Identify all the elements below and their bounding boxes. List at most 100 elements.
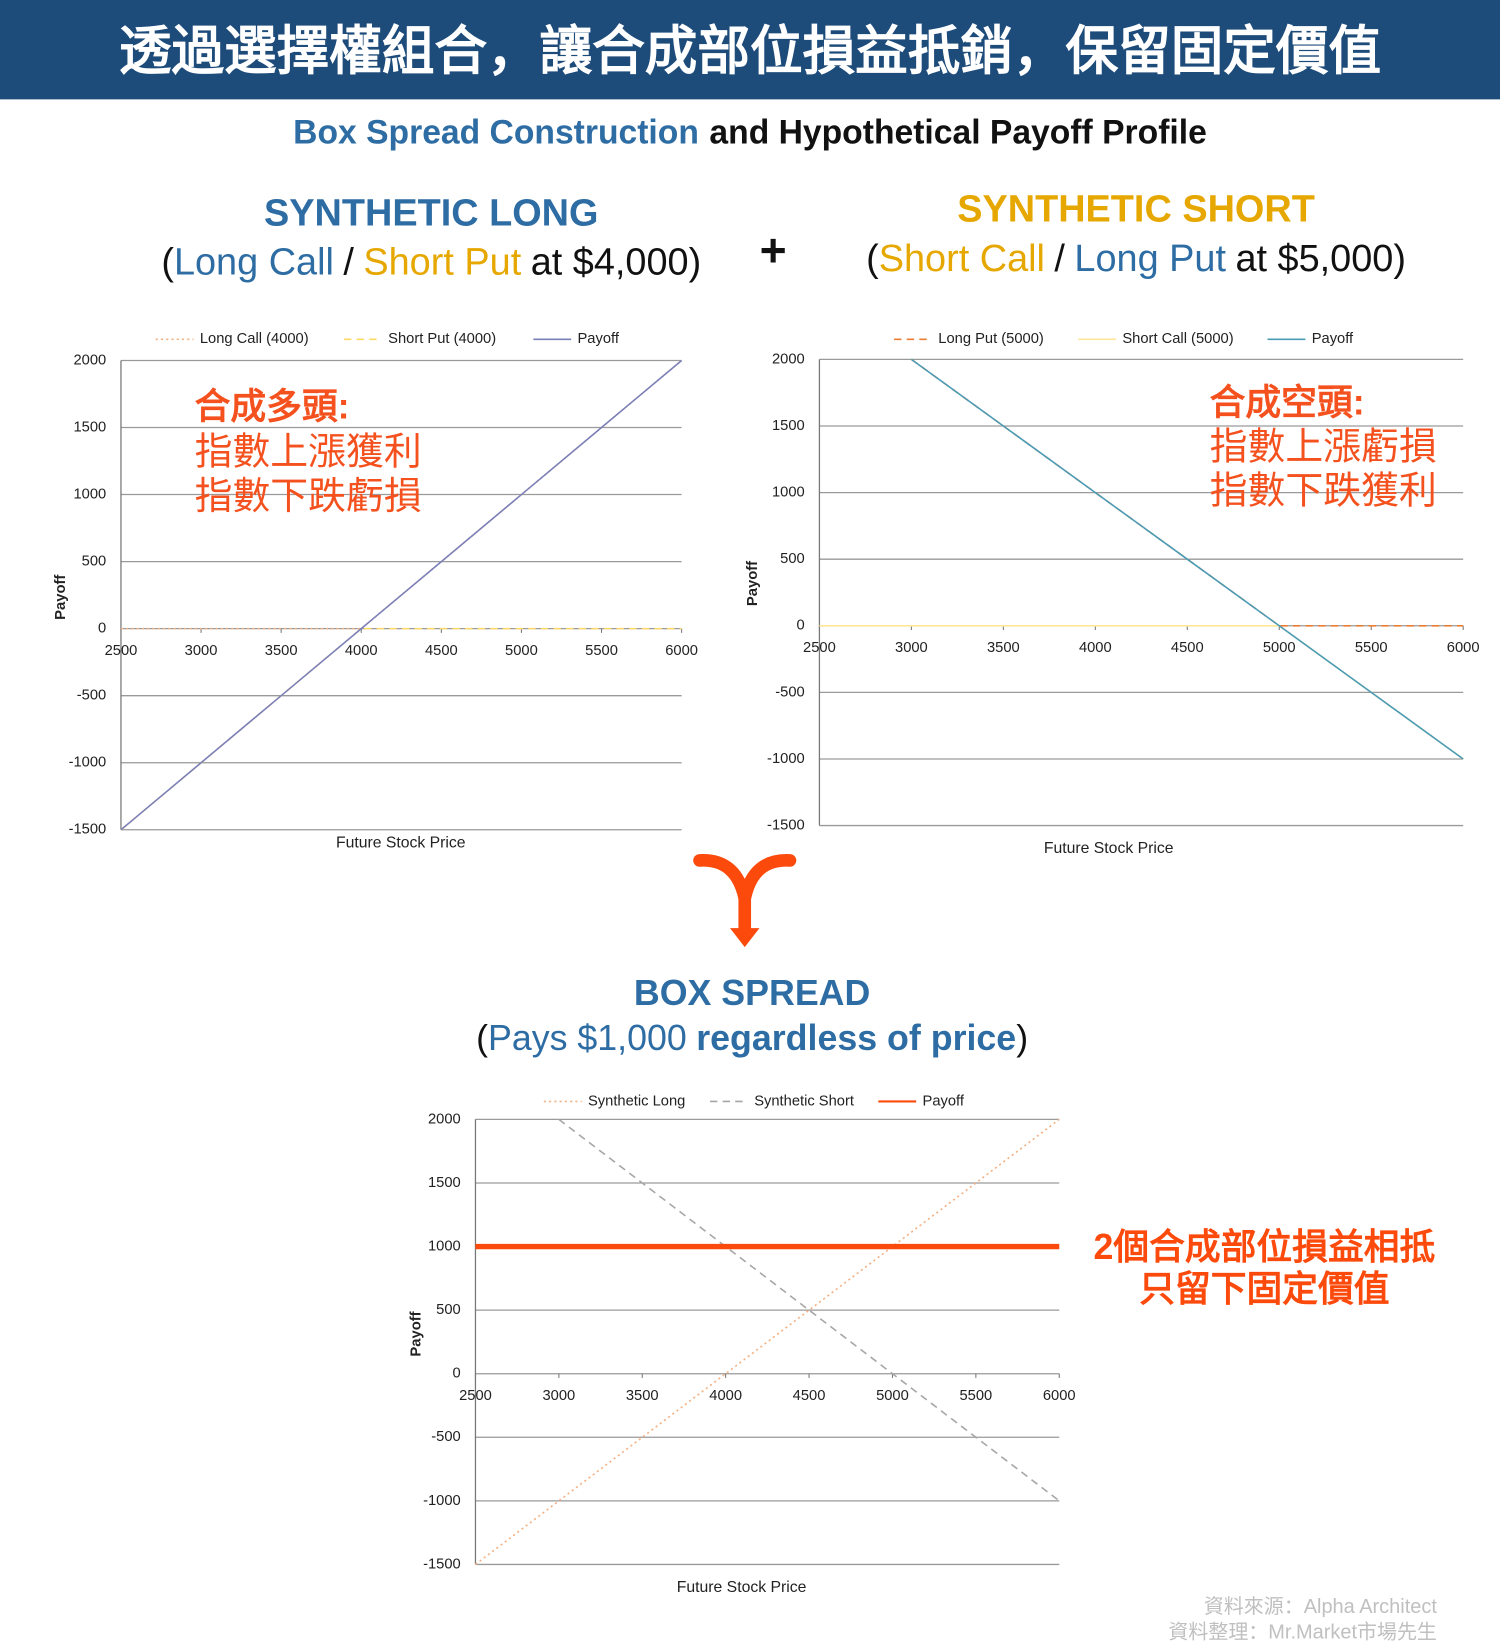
legend-label: Short Put (4000) xyxy=(388,331,496,347)
y-tick-label: -500 xyxy=(431,1429,460,1445)
annotation: 只留下固定價值 xyxy=(1139,1269,1389,1309)
x-tick-label: 4000 xyxy=(1079,640,1112,656)
y-tick-label: 500 xyxy=(436,1302,461,1318)
x-tick-label: 5000 xyxy=(1263,640,1296,656)
y-tick-label: 0 xyxy=(453,1366,461,1382)
x-axis-label: Future Stock Price xyxy=(677,1579,807,1596)
header-title: 透過選擇權組合，讓合成部位損益抵銷，保留固定價值 xyxy=(119,22,1381,81)
annotation: 指數下跌虧損 xyxy=(195,476,422,518)
x-tick-label: 6000 xyxy=(1447,640,1480,656)
annotation: 指數上漲獲利 xyxy=(195,432,422,474)
plus-sign: + xyxy=(760,224,787,276)
y-tick-label: -500 xyxy=(775,684,804,700)
y-tick-label: 0 xyxy=(796,618,804,634)
x-tick-label: 2500 xyxy=(803,640,836,656)
legend-label: Payoff xyxy=(1312,331,1354,347)
panel-title: SYNTHETIC SHORT xyxy=(957,188,1315,230)
text-part: Short Put xyxy=(363,241,521,283)
x-axis-label: Future Stock Price xyxy=(336,835,466,852)
annotation: 指數下跌獲利 xyxy=(1210,471,1437,513)
panel-title: SYNTHETIC LONG xyxy=(264,193,598,235)
x-tick-label: 5500 xyxy=(959,1388,992,1404)
subtitle-part: Box Spread Construction xyxy=(293,113,699,151)
text-part: Pays $1,000 xyxy=(488,1019,687,1059)
annotation: 2個合成部位損益相抵 xyxy=(1094,1227,1436,1267)
x-tick-label: 2500 xyxy=(105,643,138,659)
text-part: ( xyxy=(476,1019,488,1059)
x-tick-label: 6000 xyxy=(665,643,698,659)
text-part: regardless of price xyxy=(696,1019,1016,1059)
y-tick-label: 1000 xyxy=(73,486,106,502)
annotation: 指數上漲虧損 xyxy=(1210,426,1437,468)
y-tick-label: -1500 xyxy=(767,817,805,833)
x-tick-label: 5000 xyxy=(876,1388,909,1404)
y-tick-label: 500 xyxy=(82,553,107,569)
text-part: ( xyxy=(866,238,879,280)
x-axis-label: Future Stock Price xyxy=(1044,840,1174,857)
legend-label: Long Put (5000) xyxy=(938,331,1044,347)
subtitle: Box Spread Construction and Hypothetical … xyxy=(293,113,1207,151)
y-tick-label: 1500 xyxy=(73,419,106,435)
header-bar xyxy=(0,0,1500,100)
x-tick-label: 2500 xyxy=(459,1388,492,1404)
text-part: Long Call xyxy=(174,241,334,283)
x-tick-label: 4000 xyxy=(345,643,378,659)
text-part: ) xyxy=(1016,1019,1028,1059)
series-line xyxy=(120,359,683,831)
legend-label: Long Call (4000) xyxy=(200,331,309,347)
panel-subtitle: (Pays $1,000 regardless of price) xyxy=(476,1019,1028,1059)
y-tick-label: 2000 xyxy=(73,352,106,368)
x-tick-label: 6000 xyxy=(1043,1388,1076,1404)
series-line xyxy=(120,627,682,831)
y-tick-label: -1000 xyxy=(423,1493,461,1509)
x-tick-label: 5000 xyxy=(505,643,538,659)
panel-subtitle: (Long Call / Short Put at $4,000) xyxy=(161,241,701,283)
text-part: Long Put xyxy=(1074,238,1226,280)
series-line xyxy=(474,1118,1060,1566)
x-tick-label: 3000 xyxy=(185,643,218,659)
y-tick-label: 1500 xyxy=(772,418,805,434)
series-line xyxy=(910,358,1464,627)
y-tick-label: 2000 xyxy=(772,351,805,367)
source-note: 資料整理：Mr.Market市場先生 xyxy=(1168,1620,1436,1643)
text-part: / xyxy=(1054,238,1065,280)
text-part: at $4,000) xyxy=(531,241,702,283)
y-tick-label: 0 xyxy=(98,621,106,637)
y-tick-label: -1000 xyxy=(767,751,805,767)
text-part: Short Call xyxy=(879,238,1045,280)
y-tick-label: 500 xyxy=(780,551,805,567)
x-tick-label: 4000 xyxy=(709,1388,742,1404)
merge-arrow xyxy=(693,854,797,937)
y-tick-label: -500 xyxy=(77,688,106,704)
y-tick-label: -1500 xyxy=(69,822,107,838)
x-tick-label: 4500 xyxy=(425,643,458,659)
text-part: at $5,000) xyxy=(1235,238,1406,280)
y-tick-label: 1000 xyxy=(428,1238,461,1254)
y-axis-label: Payoff xyxy=(745,561,761,606)
y-tick-label: -1500 xyxy=(423,1556,461,1572)
panel-title: BOX SPREAD xyxy=(634,973,870,1013)
x-tick-label: 5500 xyxy=(585,643,618,659)
source-note: 資料來源：Alpha Architect xyxy=(1204,1595,1437,1618)
subtitle-part: and Hypothetical Payoff Profile xyxy=(709,113,1206,151)
legend-label: Payoff xyxy=(923,1093,965,1109)
panel-subtitle: (Short Call / Long Put at $5,000) xyxy=(866,238,1406,280)
text-part: / xyxy=(343,241,354,283)
legend-label: Short Call (5000) xyxy=(1122,331,1233,347)
x-tick-label: 4500 xyxy=(793,1388,826,1404)
x-tick-label: 5500 xyxy=(1355,640,1388,656)
y-tick-label: 1500 xyxy=(428,1175,461,1191)
x-tick-label: 3500 xyxy=(987,640,1020,656)
text-part: ( xyxy=(161,241,174,283)
arrow-head xyxy=(730,928,760,948)
x-tick-label: 3000 xyxy=(542,1388,575,1404)
y-tick-label: 1000 xyxy=(772,484,805,500)
x-tick-label: 3500 xyxy=(626,1388,659,1404)
x-tick-label: 3500 xyxy=(265,643,298,659)
x-tick-label: 4500 xyxy=(1171,640,1204,656)
legend-label: Synthetic Short xyxy=(754,1093,854,1109)
legend-label: Synthetic Long xyxy=(588,1093,685,1109)
series-line xyxy=(558,1118,1060,1502)
